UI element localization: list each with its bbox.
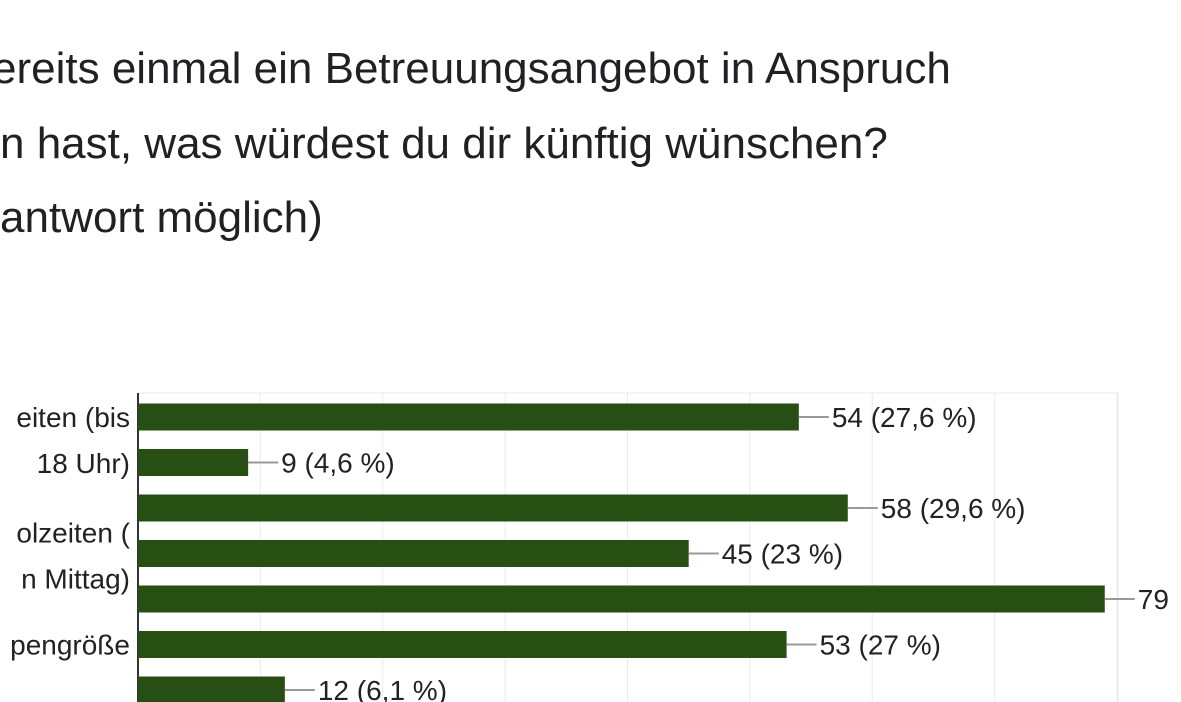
y-tick-label: 18 Uhr) — [37, 448, 130, 479]
y-tick-label: eiten (bis — [16, 402, 130, 433]
value-label: 12 (6,1 %) — [318, 675, 447, 702]
bar — [138, 494, 848, 522]
title-line: antwort möglich) — [0, 193, 323, 242]
value-label: 9 (4,6 %) — [281, 448, 395, 479]
bar — [138, 540, 689, 567]
value-label: 58 (29,6 %) — [881, 493, 1026, 524]
y-tick-label: olzeiten ( — [16, 518, 130, 549]
bar — [138, 403, 799, 431]
y-tick-label: pengröße — [10, 630, 130, 661]
title-line: ereits einmal ein Betreuungsangebot in A… — [0, 44, 951, 93]
value-label: 54 (27,6 %) — [832, 402, 977, 433]
bar — [138, 631, 787, 658]
bar — [138, 585, 1105, 613]
bar — [138, 676, 285, 702]
value-label: 79 — [1138, 584, 1169, 615]
title-line: n hast, was würdest du dir künftig wünsc… — [0, 119, 888, 168]
bar — [138, 449, 249, 476]
value-label: 53 (27 %) — [820, 630, 941, 661]
y-tick-label: n Mittag) — [21, 564, 130, 595]
value-label: 45 (23 %) — [722, 539, 843, 570]
